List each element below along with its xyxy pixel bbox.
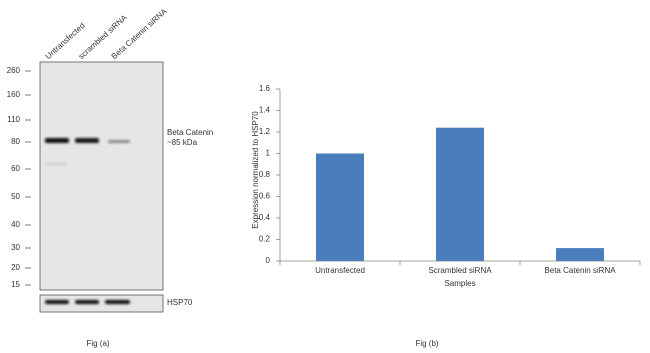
y-tick-label: 0.8	[259, 170, 271, 179]
marker-label: 50	[11, 192, 20, 201]
bands	[45, 138, 130, 304]
marker-label: 60	[11, 164, 20, 173]
y-tick-label: 0	[266, 256, 271, 265]
caption: Fig (b)	[415, 339, 438, 348]
y-tick-label: 1	[266, 149, 271, 158]
lane-label: Beta Catenin siRNA	[110, 6, 169, 61]
caption: Fig (a)	[86, 339, 109, 348]
x-tick-label: Beta Catenin siRNA	[544, 266, 616, 275]
marker-label: 30	[11, 243, 20, 252]
band-label: ~85 kDa	[167, 138, 198, 147]
x-axis-label: Samples	[444, 279, 475, 288]
marker-label: 80	[11, 137, 20, 146]
band-label: Beta Catenin	[167, 128, 213, 137]
x-tick-label: Untransfected	[315, 266, 365, 275]
control-membrane	[39, 294, 164, 313]
marker-label: 40	[11, 220, 20, 229]
y-tick-label: 0.2	[259, 235, 271, 244]
control-label: HSP70	[167, 298, 193, 307]
marker-label: 15	[11, 280, 20, 289]
bar	[316, 153, 364, 261]
marker-label: 20	[11, 263, 20, 272]
y-axis-label: Expression normalized to HSP70	[251, 111, 260, 229]
bar	[436, 127, 484, 261]
membrane	[39, 61, 164, 291]
x-tick-label: Scrambled siRNA	[428, 266, 492, 275]
y-tick-label: 1.6	[259, 84, 271, 93]
bar	[556, 248, 604, 261]
marker-label: 260	[7, 66, 21, 75]
y-tick-label: 1.4	[259, 106, 271, 115]
marker-label: 110	[7, 115, 20, 124]
y-tick-label: 0.4	[259, 213, 271, 222]
y-tick-label: 0.6	[259, 192, 271, 201]
marker-label: 160	[7, 90, 21, 99]
y-tick-label: 1.2	[259, 127, 271, 136]
